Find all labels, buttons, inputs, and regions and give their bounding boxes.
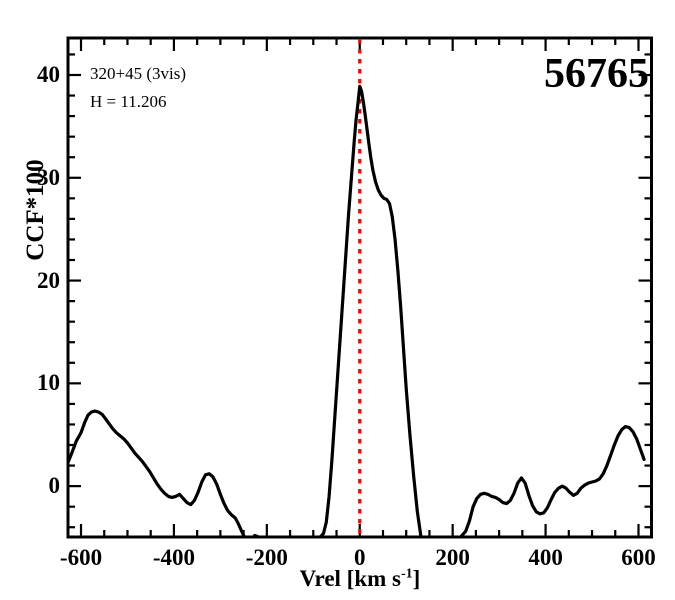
x-tick-label: 600 [621, 545, 656, 570]
x-axis-label: Vrel [km s-1] [68, 566, 652, 592]
x-tick-label: -600 [59, 545, 103, 570]
y-tick-label: 20 [37, 267, 60, 293]
x-axis-label-exponent: -1 [401, 566, 413, 582]
axis-ticks [68, 38, 652, 537]
x-axis-label-prefix: Vrel [km s [299, 566, 401, 591]
y-axis-label: CCF*100 [22, 159, 49, 261]
h-magnitude-annotation: H = 11.206 [90, 92, 167, 111]
x-axis-label-suffix: ] [412, 566, 421, 591]
x-tick-label: 0 [354, 545, 366, 570]
target-name-annotation: 320+45 (3vis) [90, 64, 186, 83]
y-tick-label: 40 [37, 62, 60, 87]
x-tick-label: 400 [528, 545, 563, 570]
y-tick-label: 10 [37, 370, 60, 396]
x-tick-label: -200 [245, 545, 288, 570]
x-tick-label: -400 [152, 545, 196, 570]
y-tick-label: 30 [37, 164, 60, 190]
y-tick-label: 0 [48, 473, 61, 499]
x-tick-label: 200 [435, 545, 470, 570]
mjd-annotation: 56765 [544, 51, 649, 97]
ccf-curve-path [69, 84, 646, 536]
ccf-curve [69, 84, 646, 536]
